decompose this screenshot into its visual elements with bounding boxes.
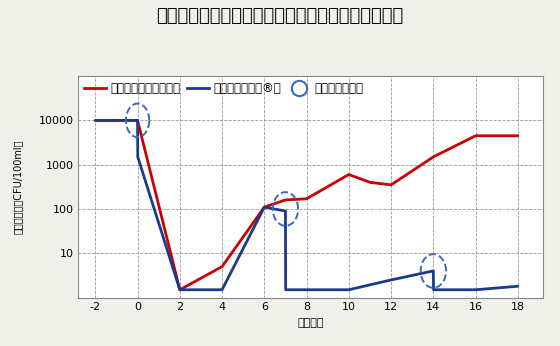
Text: 図：二酸化塩素発生剤を用いた場合の細菌数の変化: 図：二酸化塩素発生剤を用いた場合の細菌数の変化 — [156, 7, 404, 25]
Legend: 殺菌後の細菌数の変化, 「ミネオンスパ®」, 二酸化塩素処理: 殺菌後の細菌数の変化, 「ミネオンスパ®」, 二酸化塩素処理 — [85, 82, 363, 95]
X-axis label: 経過日数: 経過日数 — [297, 318, 324, 328]
Text: 一般細菌数（CFU/100ml）: 一般細菌数（CFU/100ml） — [13, 139, 23, 234]
